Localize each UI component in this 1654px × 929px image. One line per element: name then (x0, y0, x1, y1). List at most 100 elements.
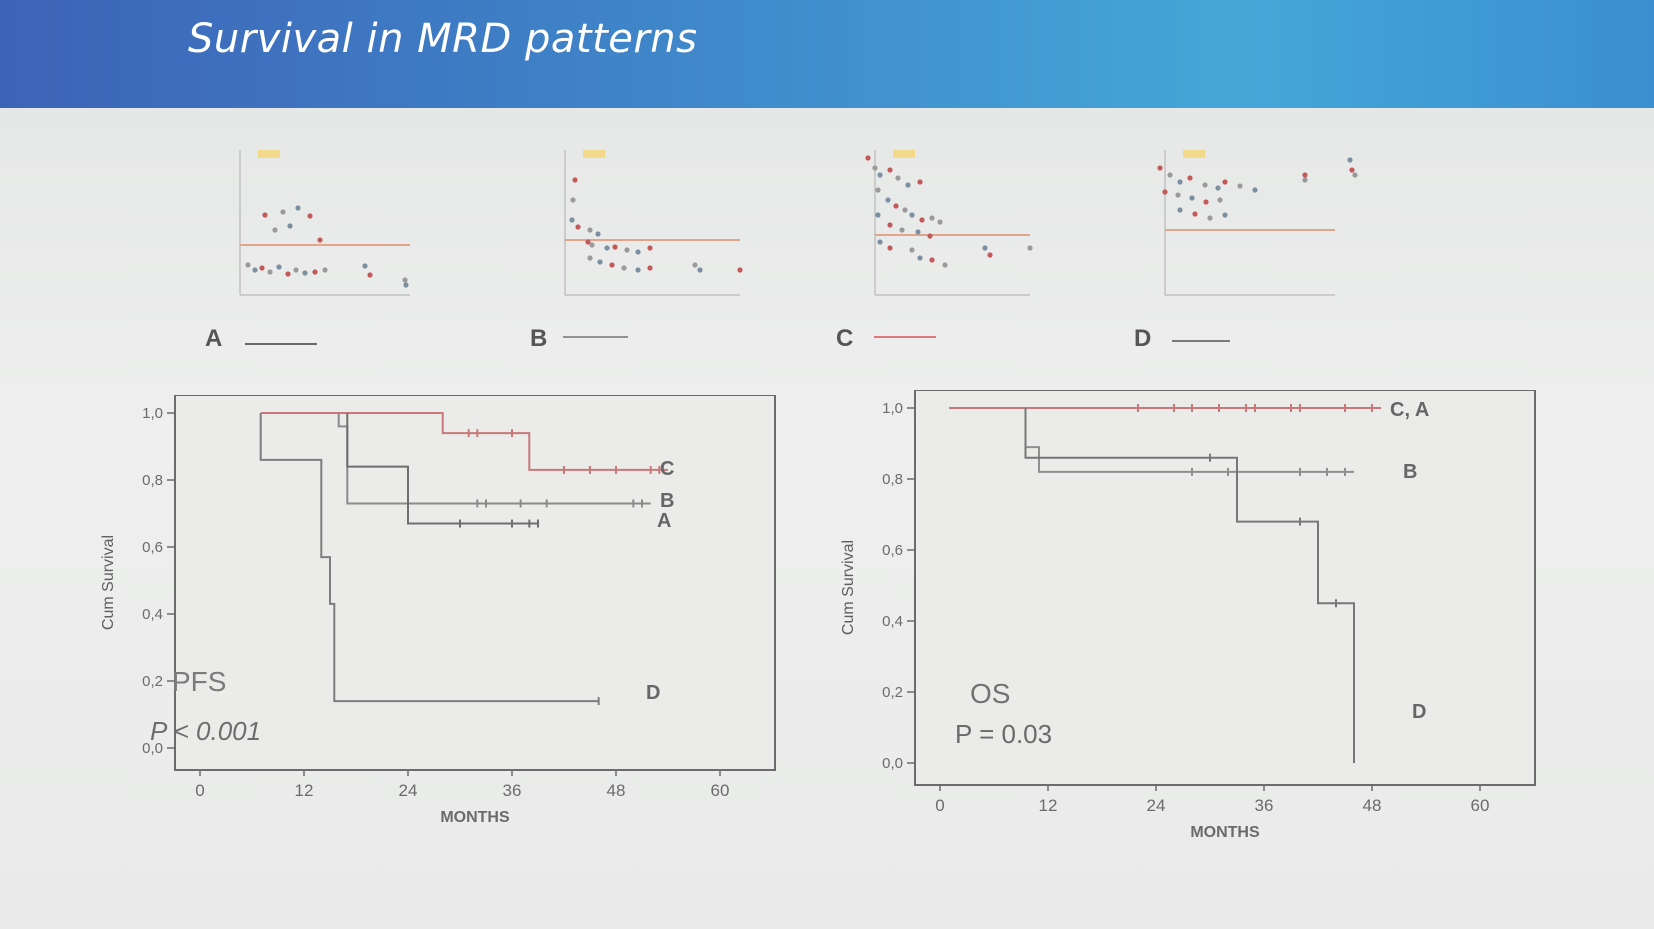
slide-header: Survival in MRD patterns (0, 0, 1654, 108)
x-tick-label: 60 (1471, 796, 1490, 815)
mrd-point (322, 267, 328, 273)
mrd-point (402, 277, 408, 283)
mrd-point (877, 239, 883, 245)
mrd-point (1167, 172, 1173, 178)
mrd-point (893, 203, 899, 209)
mrd-point (697, 267, 703, 273)
mrd-scatter-c (865, 150, 1033, 296)
series-label: B (660, 490, 674, 512)
mrd-point (245, 262, 251, 268)
mrd-point (1203, 199, 1209, 205)
pattern-label-d: D (1134, 325, 1152, 352)
pattern-line-c (874, 336, 936, 338)
mrd-point (915, 229, 921, 235)
x-tick-label: 36 (503, 781, 522, 800)
mrd-point (647, 245, 653, 251)
mrd-pattern-thumbnails (239, 150, 1358, 296)
x-tick-label: 48 (607, 781, 626, 800)
x-tick-label: 0 (935, 796, 944, 815)
y-tick-label: 0,0 (882, 755, 903, 772)
mrd-point (895, 175, 901, 181)
mrd-point (1189, 195, 1195, 201)
mrd-point (612, 244, 618, 250)
mrd-point (604, 245, 610, 251)
mrd-scatter-d (1157, 150, 1358, 296)
mrd-point (276, 264, 282, 270)
mrd-point (624, 247, 630, 253)
thumb-legend-box (1183, 150, 1205, 158)
y-axis-label: Cum Survival (100, 535, 117, 630)
mrd-point (1202, 182, 1208, 188)
survival-curve-a (346, 413, 538, 525)
y-tick-label: 0,4 (882, 613, 903, 630)
x-tick-label: 36 (1255, 796, 1274, 815)
mrd-point (1215, 185, 1221, 191)
plot-frame (914, 390, 1536, 786)
mrd-point (575, 224, 581, 230)
x-tick-label: 60 (711, 781, 730, 800)
y-tick-label: 0,0 (142, 740, 163, 757)
mrd-point (919, 217, 925, 223)
plot-frame (174, 395, 776, 771)
mrd-point (280, 209, 286, 215)
mrd-point (737, 267, 743, 273)
y-tick-label: 0,6 (882, 542, 903, 559)
pattern-label-b: B (530, 325, 548, 352)
mrd-point (1252, 187, 1258, 193)
x-tick-label: 24 (1147, 796, 1166, 815)
mrd-point (909, 247, 915, 253)
series-label: D (646, 682, 660, 704)
mrd-point (885, 197, 891, 203)
mrd-point (403, 282, 409, 288)
mrd-point (1302, 177, 1308, 183)
pattern-label-a: A (205, 325, 223, 352)
series-label: C (660, 458, 674, 480)
y-tick-label: 0,2 (142, 673, 163, 690)
mrd-point (252, 267, 258, 273)
mrd-point (865, 155, 871, 161)
mrd-point (1302, 172, 1308, 178)
mrd-point (1162, 189, 1168, 195)
mrd-point (1222, 212, 1228, 218)
mrd-point (1175, 192, 1181, 198)
mrd-point (982, 245, 988, 251)
pattern-label-c: C (836, 325, 854, 352)
y-tick-label: 0,6 (142, 539, 163, 556)
mrd-point (362, 263, 368, 269)
mrd-point (1347, 157, 1353, 163)
mrd-point (1187, 175, 1193, 181)
mrd-point (877, 172, 883, 178)
mrd-point (367, 272, 373, 278)
y-tick-label: 0,2 (882, 684, 903, 701)
slide-title: Survival in MRD patterns (188, 16, 698, 62)
mrd-point (285, 271, 291, 277)
mrd-point (572, 177, 578, 183)
x-tick-label: 12 (295, 781, 314, 800)
mrd-scatter-b (564, 150, 743, 296)
mrd-point (1192, 211, 1198, 217)
mrd-point (609, 262, 615, 268)
x-tick-label: 12 (1039, 796, 1058, 815)
mrd-point (1157, 165, 1163, 171)
thumb-legend-box (258, 150, 280, 158)
mrd-point (597, 259, 603, 265)
mrd-point (302, 270, 308, 276)
mrd-point (1177, 179, 1183, 185)
survival-curve-d (259, 413, 599, 703)
mrd-point (1222, 179, 1228, 185)
mrd-point (621, 265, 627, 271)
mrd-point (887, 167, 893, 173)
series-label: A (657, 510, 671, 532)
mrd-point (1352, 172, 1358, 178)
x-tick-label: 24 (399, 781, 418, 800)
mrd-point (259, 265, 265, 271)
mrd-point (1349, 167, 1355, 173)
x-tick-label: 48 (1363, 796, 1382, 815)
mrd-point (929, 257, 935, 263)
series-label: D (1412, 701, 1426, 723)
pattern-line-a (245, 343, 317, 345)
p-value-annotation: P = 0.03 (955, 719, 1052, 749)
mrd-point (692, 262, 698, 268)
mrd-point (307, 213, 313, 219)
chart-title: PFS (172, 666, 226, 697)
